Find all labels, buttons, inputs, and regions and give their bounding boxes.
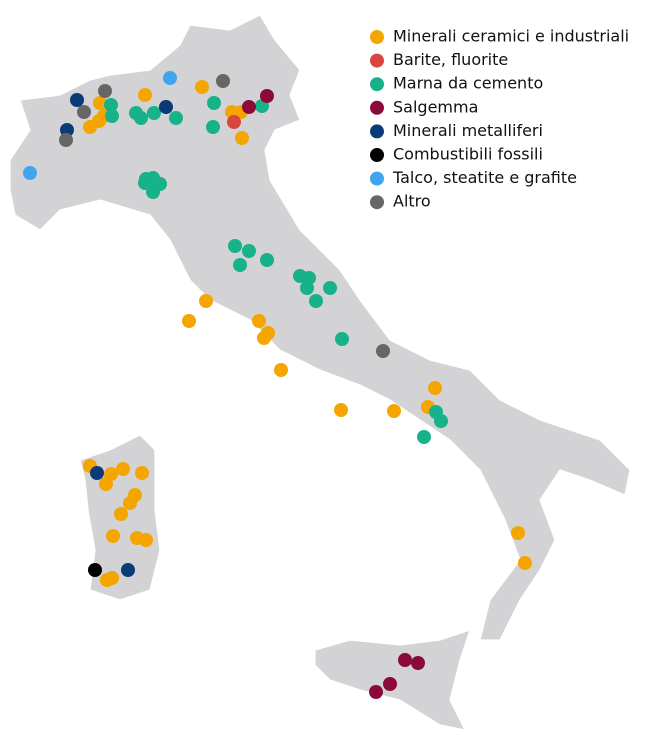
legend-label: Minerali ceramici e industriali xyxy=(393,27,629,46)
site-dot xyxy=(233,258,247,272)
site-dot xyxy=(105,571,119,585)
site-dot xyxy=(257,331,271,345)
site-dot xyxy=(387,404,401,418)
site-dot xyxy=(59,133,73,147)
legend-swatch xyxy=(370,148,384,162)
site-dot xyxy=(376,344,390,358)
site-dot xyxy=(139,533,153,547)
site-dot xyxy=(92,114,106,128)
legend-label: Combustibili fossili xyxy=(393,145,543,164)
site-dot xyxy=(88,563,102,577)
site-dot xyxy=(207,96,221,110)
site-dot xyxy=(335,332,349,346)
site-dot xyxy=(135,466,149,480)
site-dot xyxy=(123,496,137,510)
legend-swatch xyxy=(370,53,384,68)
site-dot xyxy=(138,88,152,102)
site-dot xyxy=(417,430,431,444)
site-dot xyxy=(93,96,107,110)
legend-swatch xyxy=(370,77,384,92)
site-dot xyxy=(182,314,196,328)
site-dot xyxy=(134,111,148,125)
site-dot xyxy=(105,109,119,123)
site-dots xyxy=(23,71,532,699)
legend-swatch xyxy=(370,30,384,44)
legend-label: Talco, steatite e grafite xyxy=(392,168,577,187)
site-dot xyxy=(90,466,104,480)
site-dot xyxy=(235,131,249,145)
site-dot xyxy=(121,563,135,577)
site-dot xyxy=(274,363,288,377)
site-dot xyxy=(252,314,266,328)
site-dot xyxy=(369,685,383,699)
legend-label: Marna da cemento xyxy=(393,74,543,93)
site-dot xyxy=(114,507,128,521)
site-dot xyxy=(116,462,130,476)
site-dot xyxy=(242,100,256,114)
legend: Minerali ceramici e industriali Barite, f… xyxy=(370,27,629,211)
legend-label: Minerali metalliferi xyxy=(393,121,543,140)
site-dot xyxy=(428,381,442,395)
site-dot xyxy=(195,80,209,94)
site-dot xyxy=(216,74,230,88)
site-dot xyxy=(146,185,160,199)
site-dot xyxy=(242,244,256,258)
site-dot xyxy=(228,239,242,253)
legend-swatch xyxy=(370,171,384,186)
legend-swatch xyxy=(370,195,384,210)
site-dot xyxy=(300,281,314,295)
site-dot xyxy=(260,253,274,267)
site-dot xyxy=(398,653,412,667)
site-dot xyxy=(77,105,91,119)
site-dot xyxy=(169,111,183,125)
site-dot xyxy=(159,100,173,114)
site-dot xyxy=(104,98,118,112)
legend-swatch xyxy=(370,124,384,139)
site-dot xyxy=(334,403,348,417)
legend-label: Altro xyxy=(393,192,431,211)
site-dot xyxy=(146,171,160,185)
site-dot xyxy=(163,71,177,85)
site-dot xyxy=(383,677,397,691)
site-dot xyxy=(260,89,274,103)
site-dot xyxy=(147,106,161,120)
site-dot xyxy=(518,556,532,570)
legend-label: Barite, fluorite xyxy=(393,50,508,69)
site-dot xyxy=(23,166,37,180)
site-dot xyxy=(106,529,120,543)
legend-label: Salgemma xyxy=(393,97,478,116)
site-dot xyxy=(309,294,323,308)
site-dot xyxy=(199,294,213,308)
site-dot xyxy=(511,526,525,540)
site-dot xyxy=(227,115,241,129)
site-dot xyxy=(323,281,337,295)
site-dot xyxy=(206,120,220,134)
site-dot xyxy=(99,477,113,491)
site-dot xyxy=(411,656,425,670)
legend-swatch xyxy=(370,100,384,115)
site-dot xyxy=(98,84,112,98)
site-dot xyxy=(70,93,84,107)
site-dot xyxy=(434,414,448,428)
mainland xyxy=(9,14,631,641)
